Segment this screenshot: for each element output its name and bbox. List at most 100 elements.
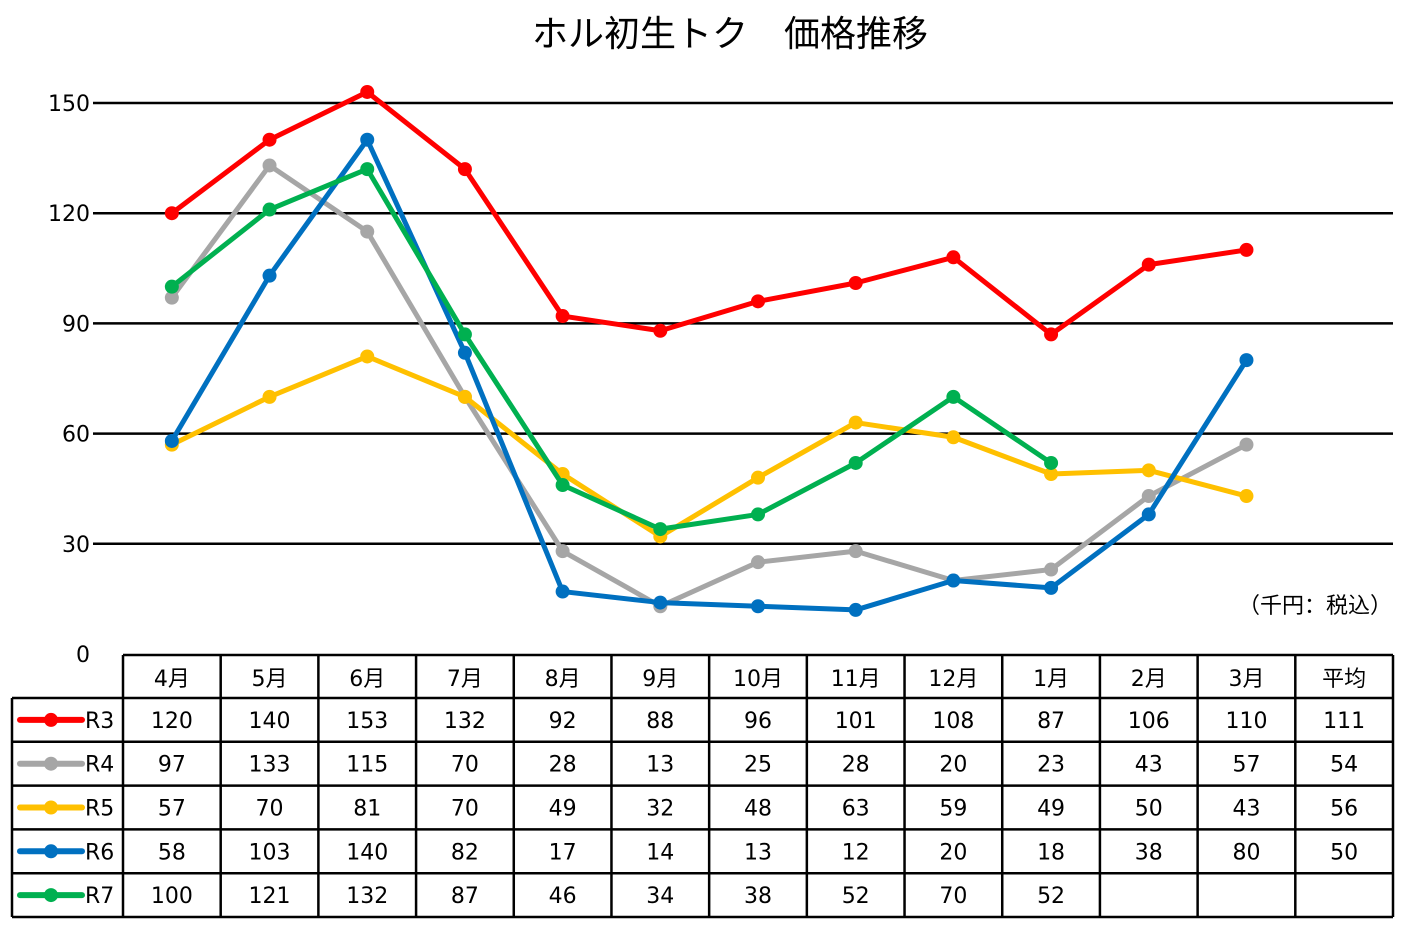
table-cell: 103 [249,840,291,865]
table-cell: 70 [939,884,967,909]
data-point [262,132,277,147]
table-cell: 49 [1037,797,1065,822]
legend-label: R5 [85,797,114,822]
data-point [1141,257,1156,272]
table-cell: 38 [1135,840,1163,865]
series-line [170,89,1247,337]
column-header: 6月 [349,667,385,692]
data-point [946,573,961,588]
table-cell: 133 [249,753,291,778]
gridlines [93,101,1393,546]
data-point [1141,489,1156,504]
table-cell: 120 [151,709,193,734]
data-point [457,162,472,177]
series-R5 [164,349,1254,544]
table-cell: 110 [1225,709,1267,734]
data-point [262,158,277,173]
legend-label: R6 [85,840,114,865]
table-cell: 56 [1330,797,1358,822]
y-tick-label: 120 [48,202,90,227]
table-cell: 87 [451,884,479,909]
table-cell: 63 [842,797,870,822]
table-cell: 132 [444,709,486,734]
table-cell: 58 [158,840,186,865]
table-cell: 20 [939,753,967,778]
table-cell: 13 [646,753,674,778]
column-header: 2月 [1131,667,1167,692]
table-cell: 153 [346,709,388,734]
table-cell: 32 [646,797,674,822]
table-cell: 52 [842,884,870,909]
table-cell: 111 [1323,709,1365,734]
table-cell: 50 [1135,797,1163,822]
series-R7 [164,162,1059,537]
table-cell: 82 [451,840,479,865]
table-cell: 70 [451,797,479,822]
data-point [946,389,961,404]
table-cell: 54 [1330,753,1358,778]
y-tick-label: 30 [62,533,90,558]
table-cell: 50 [1330,840,1358,865]
legend-marker [44,800,58,815]
data-point [1044,467,1059,482]
table-cell: 20 [939,840,967,865]
table-cell: 115 [346,753,388,778]
data-point [848,602,863,617]
legend-R4: R4 [17,753,114,778]
column-header: 1月 [1033,667,1069,692]
data-point [1044,455,1059,470]
y-tick-label: 60 [62,423,90,448]
data-table: 4月 5月 6月 7月 8月 9月 10月 11月 12月 1月 2月 3月 平均 R3 120 140 153… [10,653,1395,919]
data-point [360,224,375,239]
table-cell: 43 [1232,797,1260,822]
series-line [170,353,1248,539]
legend-marker [44,756,58,771]
data-point [262,389,277,404]
table-cell: 97 [158,753,186,778]
table-cell: 96 [744,709,772,734]
data-point [555,544,570,559]
table-cell: 17 [549,840,577,865]
table-cell: 14 [646,840,674,865]
table-cell: 87 [1037,709,1065,734]
legend-R7: R7 [17,884,114,909]
chart-title: ホル初生トク 価格推移 [532,14,928,55]
table-cell: 92 [549,709,577,734]
table-cell: 34 [646,884,674,909]
table-cell: 23 [1037,753,1065,778]
data-point [1141,463,1156,478]
y-tick-label: 0 [76,643,90,668]
data-point [751,294,765,309]
table-cell: 80 [1232,840,1260,865]
data-point [653,323,668,338]
data-point [1239,437,1254,452]
table-cell: 100 [151,884,193,909]
data-point [1239,353,1254,368]
table-cell: 57 [1232,753,1260,778]
table-cell: 140 [346,840,388,865]
data-point [751,555,765,570]
legend-label: R4 [85,753,114,778]
unit-note: （千円：税込） [1238,594,1392,619]
data-point [1239,489,1254,504]
table-cell: 140 [249,709,291,734]
data-point [457,327,472,342]
table-cell: 49 [549,797,577,822]
table-cell: 25 [744,753,772,778]
y-axis-ticks: 0 30 60 90 120 150 [48,92,90,668]
table-cell: 38 [744,884,772,909]
table-cell: 70 [256,797,284,822]
legend-label: R3 [85,709,114,734]
data-point [262,202,277,217]
data-point [1141,507,1156,522]
table-cell: 108 [932,709,974,734]
data-point [555,309,570,324]
legend-marker [44,888,58,903]
table-cell: 70 [451,753,479,778]
data-point [457,389,472,404]
data-point [848,275,863,290]
data-point [1239,242,1254,257]
table-cell: 88 [646,709,674,734]
column-header: 3月 [1228,667,1264,692]
